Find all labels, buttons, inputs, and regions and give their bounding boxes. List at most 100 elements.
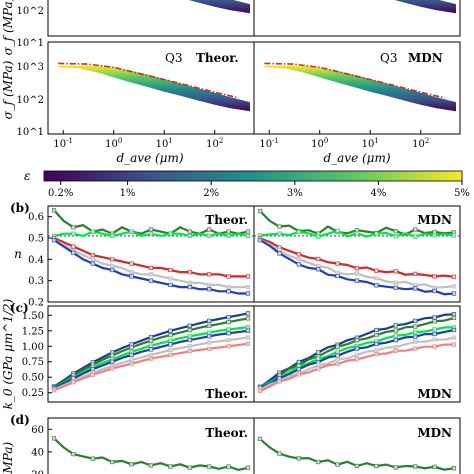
- panel-a-top: 10^2 10^1 σ_f (MPa): [1, 0, 461, 55]
- series-marker: [393, 337, 398, 343]
- series-marker: [432, 274, 437, 279]
- series-marker: [187, 284, 192, 290]
- series-marker: [168, 347, 173, 353]
- series-marker: [207, 318, 212, 323]
- colorbar-tick-label: 2%: [203, 188, 219, 199]
- series-marker: [451, 327, 457, 333]
- y-tick-label: 0.4: [28, 255, 44, 266]
- series-marker: [90, 456, 95, 461]
- dave-axis-label-right: d_ave (μm): [323, 151, 390, 165]
- k0-y-ticks: 0.25 0.50 0.75 1.00 1.25 1.50: [22, 311, 52, 399]
- series-marker: [257, 238, 263, 243]
- series-marker: [451, 291, 457, 296]
- series-marker: [226, 315, 231, 320]
- series-marker: [207, 287, 212, 292]
- series-marker: [110, 257, 115, 262]
- series-marker: [51, 388, 57, 393]
- series-marker: [168, 267, 173, 273]
- series-marker: [316, 256, 321, 262]
- series-marker: [393, 269, 398, 274]
- sigma-tick-top-0: 10^1: [17, 38, 44, 49]
- series-marker: [413, 227, 418, 232]
- series-marker: [207, 340, 212, 345]
- series-marker: [129, 274, 134, 279]
- series-marker: [207, 227, 212, 232]
- panel-a-bottom: Q3 Theor. Q3 MDN 10^3 10^2 10^1 σ_f (MPa…: [1, 41, 461, 165]
- series-marker: [168, 276, 173, 281]
- series-marker: [129, 261, 134, 266]
- a-bot-right-title: MDN: [408, 51, 443, 65]
- series-marker: [432, 327, 437, 332]
- series-marker: [148, 463, 154, 468]
- series-marker: [374, 276, 379, 281]
- colorbar-tick-label: 3%: [287, 188, 303, 199]
- sigma-tick-top-1: 10^2: [17, 6, 44, 17]
- dave-tick-label: 101: [362, 137, 379, 150]
- series-marker: [296, 456, 301, 461]
- series-marker: [432, 344, 437, 349]
- series-marker: [374, 333, 379, 338]
- series-marker: [207, 233, 212, 238]
- series-marker: [451, 315, 457, 321]
- k0-axis-label: k_0 (GPa μm^1/2): [1, 298, 15, 409]
- y-tick-label: 1.50: [22, 311, 44, 322]
- series-marker: [187, 349, 192, 354]
- y-tick-label: 0.50: [22, 373, 44, 384]
- n-axis-label: n: [14, 247, 22, 261]
- series-marker: [245, 291, 251, 296]
- series-marker: [71, 380, 76, 385]
- series-marker: [187, 270, 192, 275]
- panel-b-right-frame: [253, 205, 461, 303]
- dave-tick-label: 102: [412, 137, 429, 150]
- series-marker: [110, 353, 115, 358]
- series-marker: [277, 251, 282, 256]
- series-marker: [335, 349, 340, 354]
- series-marker: [277, 231, 282, 236]
- series-marker: [148, 278, 154, 283]
- series-marker: [374, 327, 379, 333]
- series-marker: [413, 286, 418, 291]
- series-marker: [413, 234, 418, 239]
- series-marker: [316, 350, 321, 355]
- series-marker: [277, 379, 282, 384]
- series-marker: [374, 231, 379, 236]
- series-marker: [432, 315, 437, 320]
- series-marker: [245, 328, 251, 333]
- series-marker: [168, 352, 173, 358]
- series-marker: [148, 227, 154, 232]
- panel-d: (d) Theor. MDN (MPa) 20 40 60: [1, 413, 461, 474]
- series-marker: [148, 272, 154, 277]
- a-bot-right-band: [264, 65, 456, 112]
- series-marker: [316, 366, 321, 371]
- series-marker: [277, 451, 282, 456]
- y-tick-label: 0.5: [28, 234, 44, 245]
- series-marker: [393, 348, 398, 353]
- series-marker: [354, 266, 360, 271]
- y-tick-label: 20: [31, 470, 44, 474]
- a-bot-left-band: [58, 65, 250, 112]
- y-tick-label: 1.00: [22, 342, 44, 353]
- series-line: [53, 236, 248, 278]
- series-marker: [71, 452, 76, 457]
- series-marker: [207, 272, 212, 277]
- series-marker: [148, 347, 154, 352]
- series-marker: [226, 284, 231, 290]
- series-marker: [110, 263, 115, 268]
- series-marker: [451, 466, 457, 471]
- series-marker: [257, 208, 263, 214]
- series-marker: [393, 280, 398, 285]
- panel-d-label: (d): [10, 413, 30, 427]
- series-marker: [90, 229, 95, 234]
- series-marker: [71, 225, 76, 230]
- a-bot-left-title: Theor.: [196, 51, 239, 65]
- series-marker: [207, 346, 212, 351]
- series-marker: [277, 224, 282, 229]
- series-marker: [432, 337, 437, 342]
- series-marker: [354, 463, 360, 469]
- series-marker: [335, 357, 340, 362]
- series-marker: [374, 283, 379, 288]
- series-marker: [393, 344, 398, 350]
- series-marker: [393, 328, 398, 333]
- dave-tick-label: 100: [105, 137, 122, 150]
- panel-d-series: [51, 436, 457, 472]
